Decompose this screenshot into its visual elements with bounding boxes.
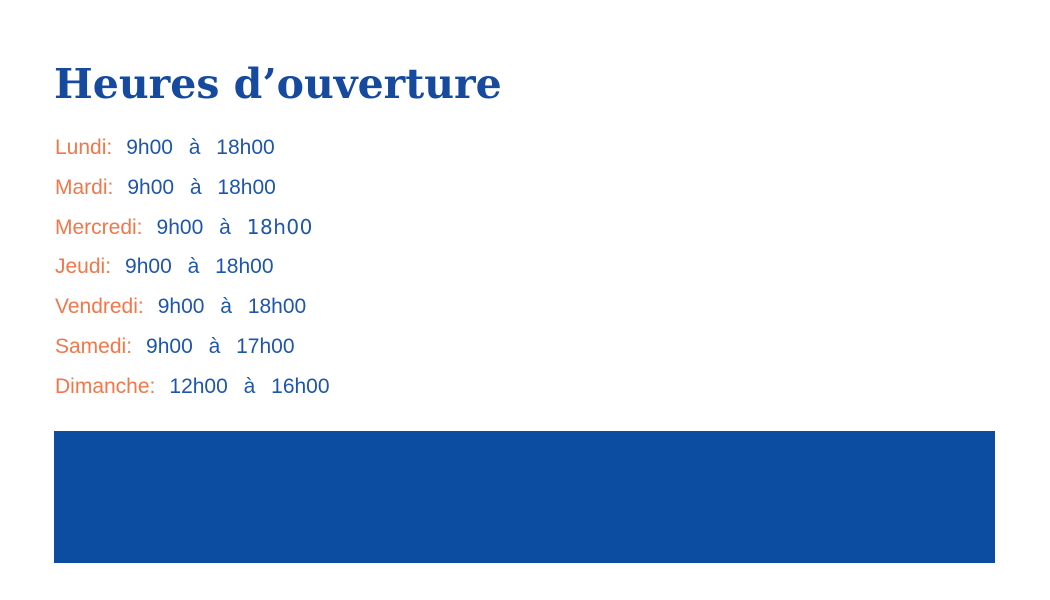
footer-color-block	[54, 431, 995, 563]
hours-value: 12h00 à 16h00	[169, 374, 330, 398]
opening-hours-row: Jeudi: 9h00 à 18h00	[55, 247, 330, 287]
opening-hours-row: Mercredi: 9h00 à 18h00	[55, 208, 330, 248]
day-label: Jeudi:	[55, 255, 112, 279]
day-label: Mercredi:	[55, 215, 143, 239]
day-label: Dimanche:	[55, 374, 156, 398]
opening-hours-row: Dimanche: 12h00 à 16h00	[55, 367, 330, 407]
page-title: Heures d’ouverture	[54, 60, 502, 108]
hours-value: 9h00 à 18h00	[126, 136, 275, 159]
hours-value-alt: 18h00	[246, 214, 313, 239]
opening-hours-row: Mardi: 9h00 à 18h00	[55, 168, 330, 208]
hours-value: 9h00 à 17h00	[146, 334, 295, 358]
day-label: Vendredi:	[55, 295, 144, 319]
hours-value: 9h00 à 18h00	[157, 295, 307, 319]
day-label: Mardi:	[55, 175, 114, 199]
day-label: Lundi:	[55, 136, 113, 159]
opening-hours-row: Lundi: 9h00 à 18h00	[55, 128, 330, 168]
opening-hours-list: Lundi: 9h00 à 18h00 Mardi: 9h00 à 18h00 Merc…	[55, 128, 330, 407]
hours-value: 9h00 à 18h00	[127, 175, 276, 199]
hours-value: 9h00 à 18h00	[125, 255, 274, 279]
hours-value: 9h00 à	[156, 215, 231, 239]
opening-hours-row: Samedi: 9h00 à 17h00	[55, 327, 330, 367]
opening-hours-row: Vendredi: 9h00 à 18h00	[55, 287, 330, 327]
day-label: Samedi:	[55, 334, 133, 358]
